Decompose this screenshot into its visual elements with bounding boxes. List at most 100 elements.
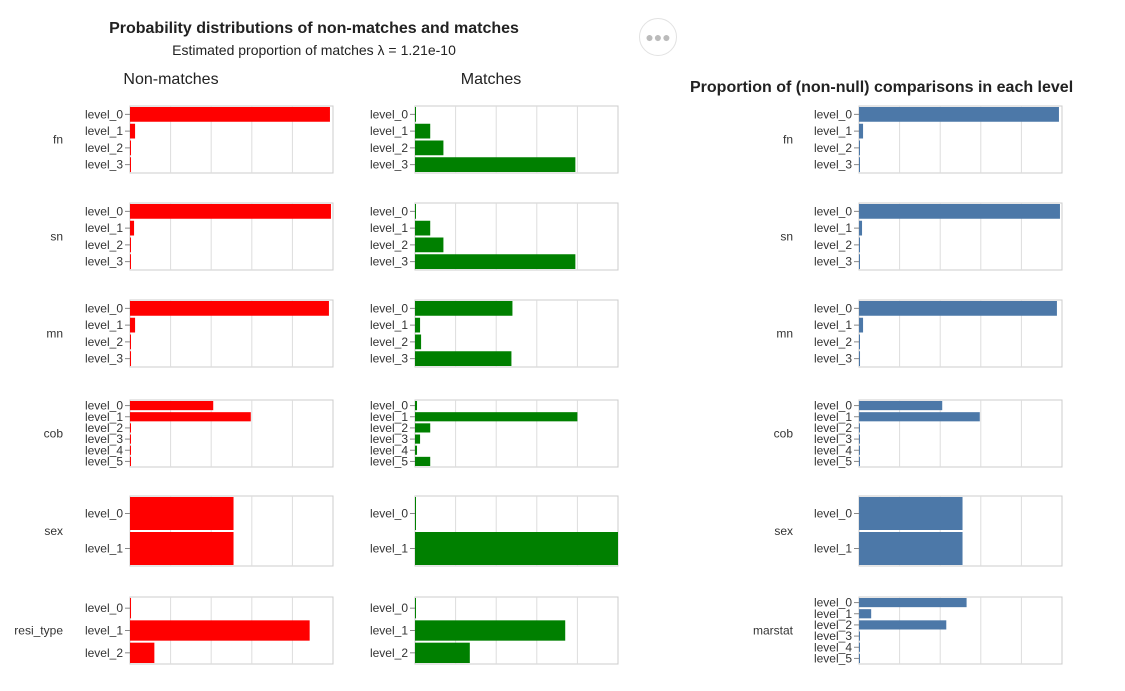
lambda-value: 1.21e-10 (400, 42, 456, 58)
plot-frame (858, 596, 1063, 665)
match-bar-mn-level_2 (415, 334, 422, 350)
proportion-bar-mn-level_3 (859, 351, 861, 366)
plot-frame (858, 202, 1063, 271)
plot-frame (129, 105, 334, 174)
nonmatch-bar-fn-level_3 (130, 157, 131, 172)
match-bar-cob-level_1 (415, 412, 578, 422)
proportion-bar-cob-level_3 (859, 434, 860, 444)
nonmatch-bar-mn-level_2 (130, 334, 131, 350)
proportion-bar-fn-level_0 (859, 107, 1059, 122)
level-tick-label: level_3 (370, 352, 408, 366)
proportion-bar-marstat-level_1 (859, 609, 872, 619)
nonmatch-bar-resi_type-level_2 (130, 642, 155, 663)
level-tick-label: level_0 (370, 507, 408, 521)
level-tick-label: level_3 (814, 255, 852, 269)
proportion-bar-mn-level_2 (859, 334, 860, 350)
level-tick-label: level_0 (85, 107, 123, 121)
level-tick-label: level_1 (370, 542, 408, 556)
level-tick-label: level_2 (370, 421, 408, 435)
match-bar-sn-level_2 (415, 237, 444, 253)
match-bar-cob-level_0 (415, 401, 418, 411)
proportion-bar-fn-level_2 (859, 140, 860, 156)
match-bar-sex-level_1 (415, 532, 618, 565)
proportion-bar-marstat-level_3 (859, 631, 860, 641)
nonmatch-bar-resi_type-level_1 (130, 620, 310, 641)
proportion-bar-sex-level_1 (859, 532, 963, 565)
nonmatch-bar-sn-level_1 (130, 220, 135, 236)
proportion-bar-marstat-level_2 (859, 620, 947, 630)
match-bar-sn-level_3 (415, 254, 576, 269)
plot-frame (129, 299, 334, 368)
proportion-bar-marstat-level_4 (859, 642, 860, 652)
level-tick-label: level_2 (85, 335, 123, 349)
plot-frame (858, 495, 1063, 567)
level-tick-label: level_3 (814, 432, 852, 446)
comparison-row-label: fn (783, 133, 793, 147)
proportion-bar-cob-level_4 (859, 445, 860, 455)
nonmatch-bar-cob-level_5 (130, 456, 131, 466)
comparison-row-label: resi_type (14, 624, 63, 638)
level-tick-label: level_2 (370, 238, 408, 252)
level-tick-label: level_0 (85, 399, 123, 413)
proportion-bar-sn-level_2 (859, 237, 860, 253)
nonmatch-bar-cob-level_4 (130, 445, 131, 455)
proportion-bar-sex-level_0 (859, 497, 963, 530)
proportion-bar-marstat-level_5 (859, 653, 860, 663)
match-bar-fn-level_3 (415, 157, 576, 172)
comparison-row-label: cob (774, 427, 794, 441)
level-tick-label: level_0 (370, 399, 408, 413)
level-tick-label: level_0 (814, 301, 852, 315)
level-tick-label: level_5 (814, 454, 852, 468)
level-tick-label: level_0 (370, 204, 408, 218)
plot-frame (414, 105, 619, 174)
match-bar-fn-level_2 (415, 140, 444, 156)
proportion-bar-cob-level_1 (859, 412, 980, 422)
nonmatch-bar-cob-level_1 (130, 412, 251, 422)
match-bar-cob-level_5 (415, 456, 431, 466)
level-tick-label: level_0 (85, 507, 123, 521)
comparison-row-label: mn (46, 327, 63, 341)
plot-frame (129, 399, 334, 468)
match-bar-resi_type-level_2 (415, 642, 470, 663)
level-tick-label: level_1 (814, 124, 852, 138)
level-tick-label: level_2 (814, 141, 852, 155)
comparison-row-label: sex (774, 524, 793, 538)
proportion-bar-fn-level_1 (859, 123, 864, 139)
level-tick-label: level_2 (85, 141, 123, 155)
level-tick-label: level_4 (370, 443, 408, 457)
plot-frame (414, 399, 619, 468)
match-bar-fn-level_0 (415, 107, 416, 122)
nonmatch-bar-sex-level_1 (130, 532, 234, 565)
level-tick-label: level_3 (85, 158, 123, 172)
level-tick-label: level_2 (370, 646, 408, 660)
level-tick-label: level_0 (85, 301, 123, 315)
level-tick-label: level_1 (814, 607, 852, 621)
proportion-bar-sn-level_3 (859, 254, 860, 269)
comparison-row-label: sex (44, 524, 63, 538)
level-tick-label: level_0 (814, 507, 852, 521)
level-tick-label: level_2 (85, 421, 123, 435)
plot-frame (129, 495, 334, 567)
level-tick-label: level_5 (814, 651, 852, 665)
proportion-bar-sn-level_0 (859, 204, 1060, 219)
level-tick-label: level_4 (814, 443, 852, 457)
comparison-row-label: sn (50, 230, 63, 244)
comparison-row-label: mn (776, 327, 793, 341)
match-panel-title: Matches (460, 71, 522, 88)
match-bar-mn-level_1 (415, 317, 421, 333)
nonmatch-bar-mn-level_3 (130, 351, 132, 366)
level-tick-label: level_3 (85, 255, 123, 269)
lambda-label: Estimated proportion of matches λ = (172, 42, 397, 58)
match-bar-mn-level_3 (415, 351, 512, 366)
level-tick-label: level_0 (814, 399, 852, 413)
comparison-row-label: sn (780, 230, 793, 244)
level-tick-label: level_0 (370, 301, 408, 315)
level-tick-label: level_2 (814, 618, 852, 632)
level-tick-label: level_1 (814, 410, 852, 424)
level-tick-label: level_3 (370, 158, 408, 172)
proportion-bar-cob-level_5 (859, 456, 860, 466)
more-options-button[interactable]: ●●● (639, 18, 677, 56)
level-tick-label: level_5 (370, 454, 408, 468)
level-tick-label: level_5 (85, 454, 123, 468)
